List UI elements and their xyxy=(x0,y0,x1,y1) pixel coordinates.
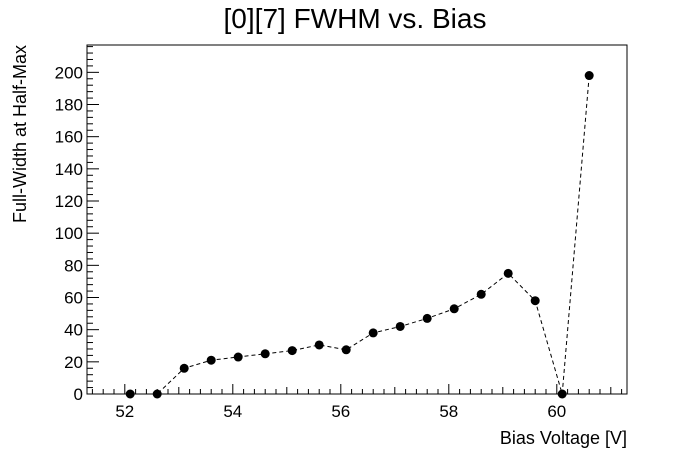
x-tick-label: 52 xyxy=(115,402,134,421)
data-point xyxy=(395,321,405,331)
y-tick-label: 40 xyxy=(64,321,83,340)
data-point xyxy=(584,71,594,81)
data-point xyxy=(287,346,297,356)
data-series xyxy=(125,71,594,399)
x-tick-label: 54 xyxy=(223,402,242,421)
y-tick-label: 80 xyxy=(64,256,83,275)
data-point xyxy=(449,304,459,314)
data-point xyxy=(206,355,216,365)
y-tick-label: 60 xyxy=(64,289,83,308)
y-axis-title: Full-Width at Half-Max xyxy=(10,45,30,223)
data-point xyxy=(530,296,540,306)
y-tick-label: 160 xyxy=(55,128,83,147)
y-tick-label: 20 xyxy=(64,353,83,372)
y-tick-label: 100 xyxy=(55,224,83,243)
data-point xyxy=(503,268,513,278)
y-tick-label: 0 xyxy=(74,385,83,404)
data-point xyxy=(260,349,270,359)
x-axis-title: Bias Voltage [V] xyxy=(500,428,627,448)
y-tick-label: 120 xyxy=(55,192,83,211)
data-point xyxy=(422,313,432,323)
data-point xyxy=(179,363,189,373)
chart-title: [0][7] FWHM vs. Bias xyxy=(224,3,487,34)
data-point xyxy=(368,328,378,338)
x-tick-label: 56 xyxy=(331,402,350,421)
data-point xyxy=(125,389,135,399)
data-point xyxy=(557,389,567,399)
data-point xyxy=(233,352,243,362)
data-point xyxy=(476,289,486,299)
data-point xyxy=(152,389,162,399)
series-line xyxy=(130,75,590,395)
y-tick-label: 180 xyxy=(55,96,83,115)
data-point xyxy=(341,345,351,355)
axes: 52 54 56 58 60 0 20 40 60 80 100 120 140 160 180 200 xyxy=(55,44,628,421)
data-point xyxy=(314,340,324,350)
x-tick-label: 58 xyxy=(439,402,458,421)
y-tick-label: 200 xyxy=(55,63,83,82)
x-tick-label: 60 xyxy=(547,402,566,421)
y-tick-label: 140 xyxy=(55,160,83,179)
plot-frame xyxy=(86,44,628,395)
